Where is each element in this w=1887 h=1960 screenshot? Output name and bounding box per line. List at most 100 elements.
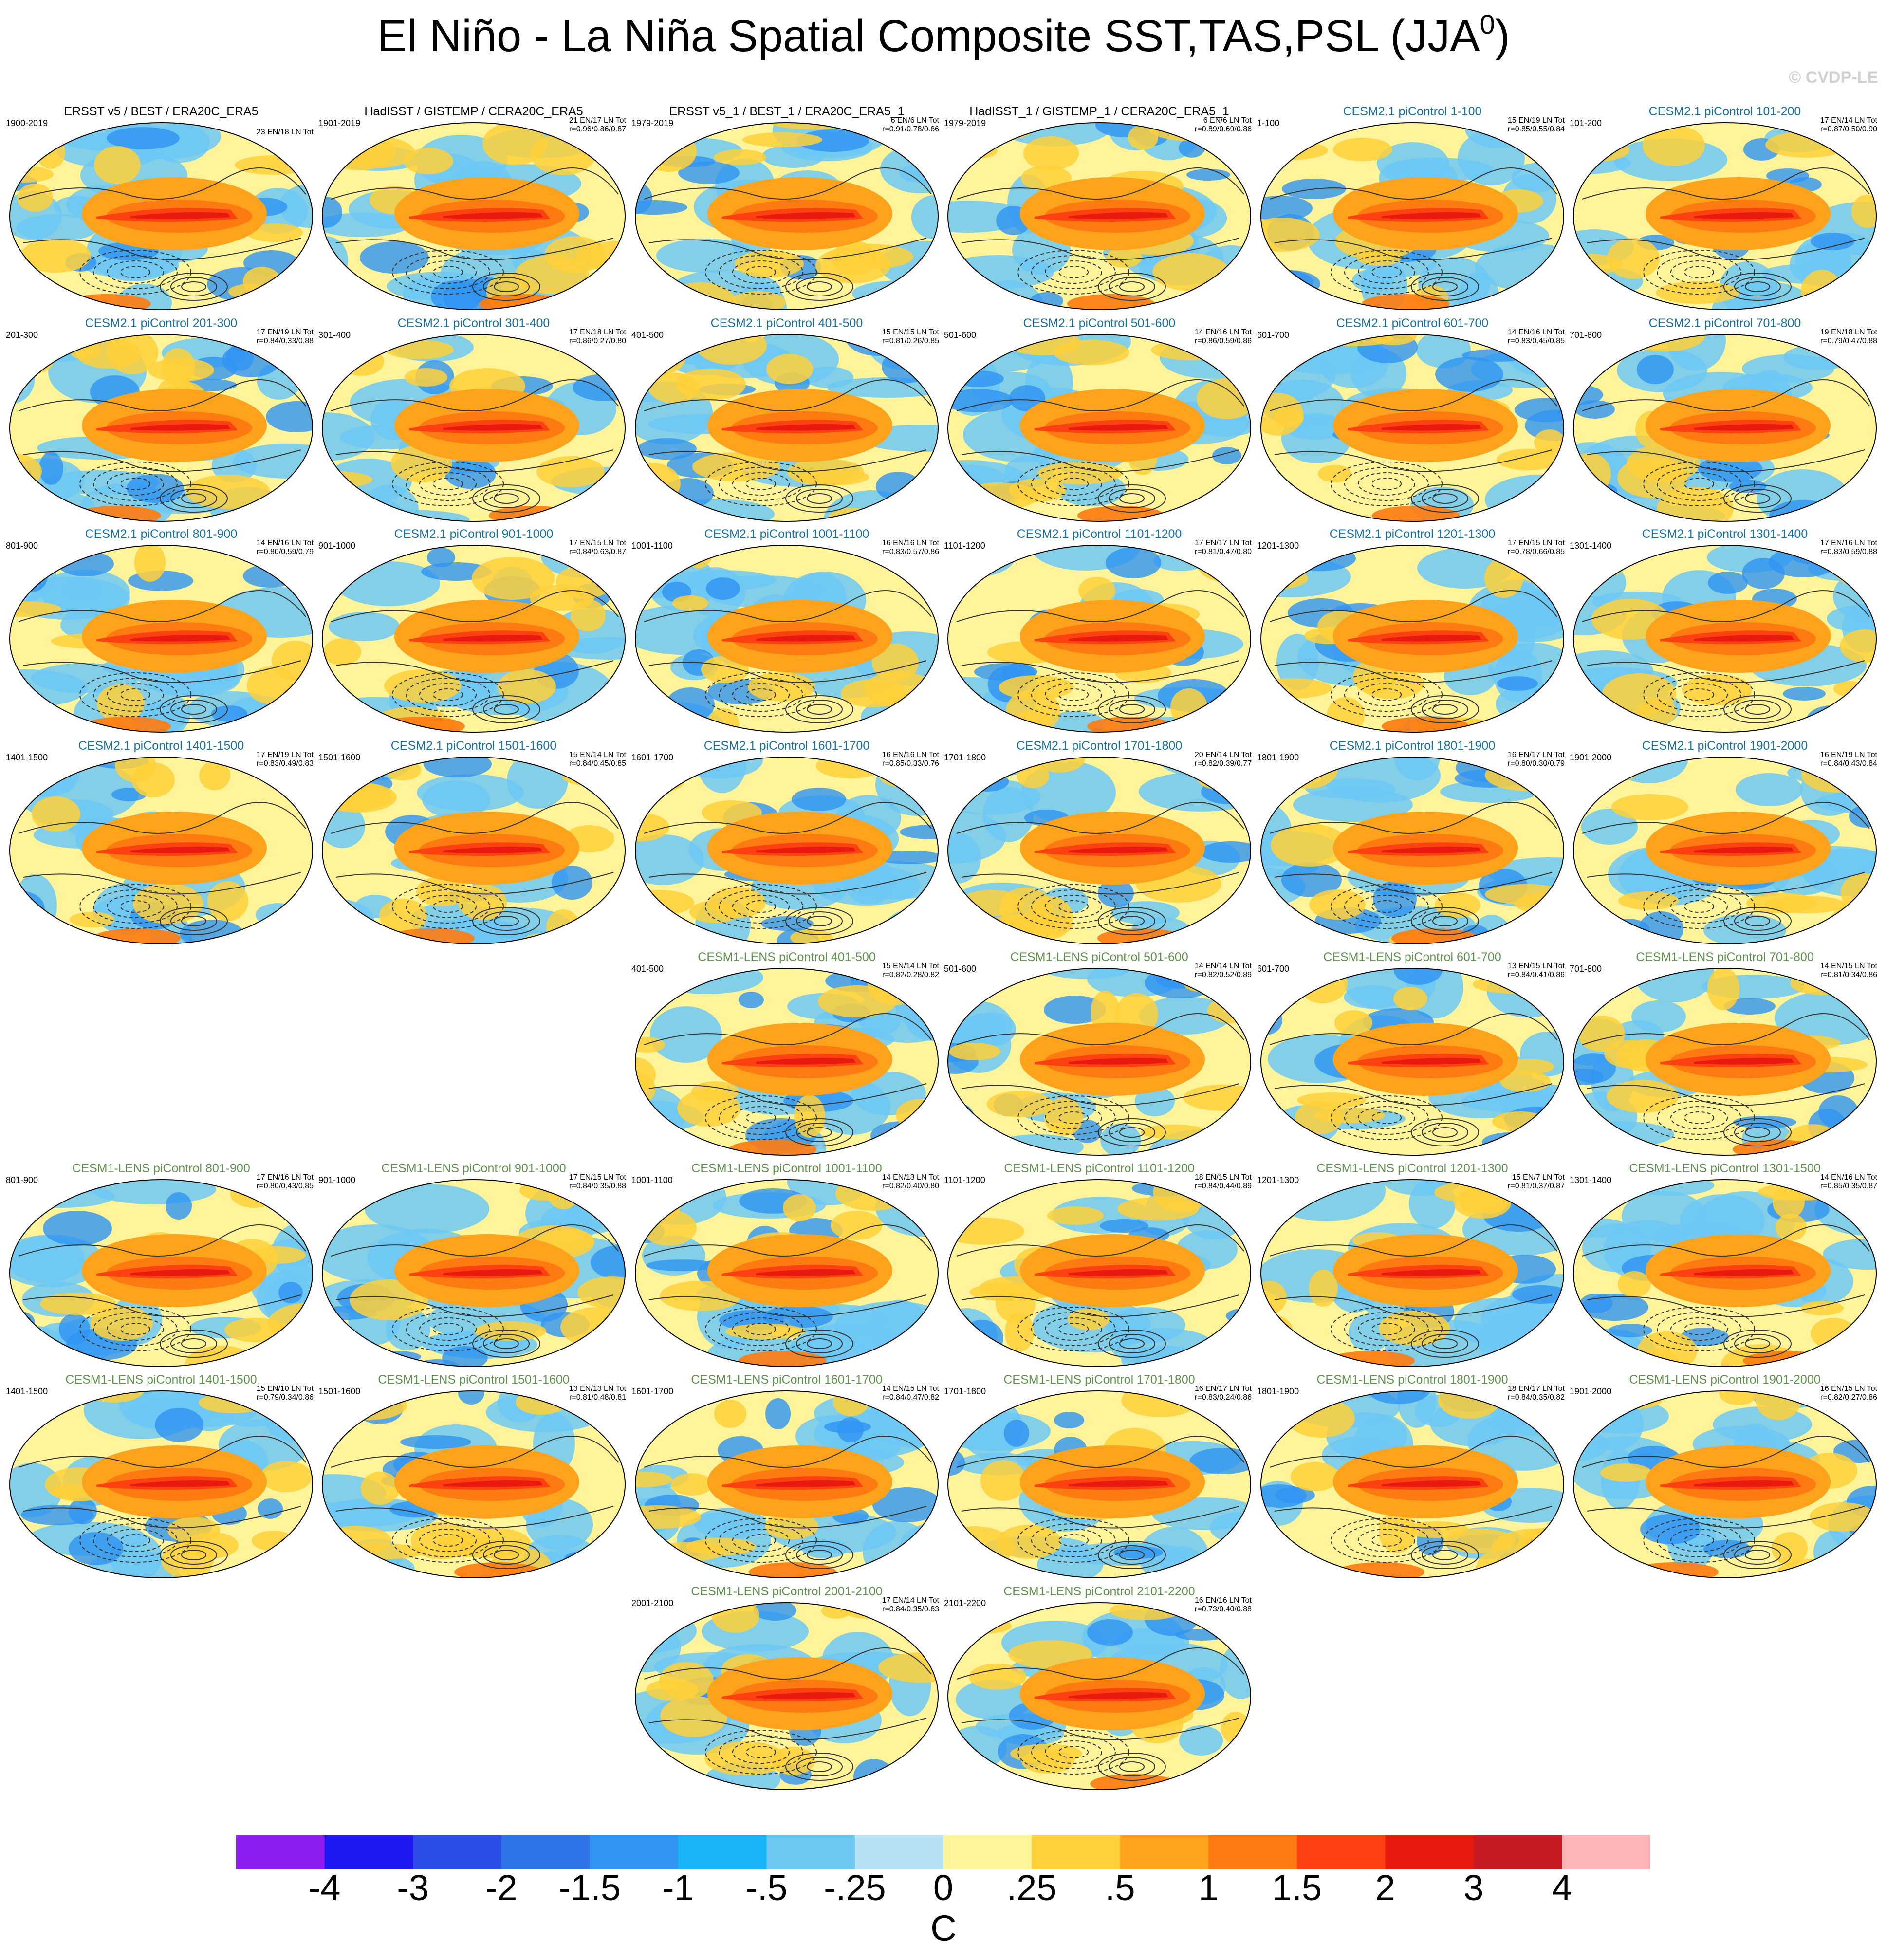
colorbar-bin bbox=[1032, 1835, 1121, 1869]
map-panel: CESM1-LENS piControl 1001-1100 1001-1100 1… bbox=[630, 1162, 943, 1373]
panel-title: CESM1-LENS piControl 2101-2200 bbox=[1003, 1585, 1195, 1598]
panel-title: CESM1-LENS piControl 1101-1200 bbox=[1004, 1162, 1195, 1175]
panel-years: 1501-1600 bbox=[318, 1387, 361, 1396]
panel-title: ERSST v5_1 / BEST_1 / ERA20C_ERA5_1 bbox=[669, 105, 905, 118]
panel-event-count: 15 EN/14 LN Tot bbox=[569, 751, 626, 759]
colorbar-tick-label: -4 bbox=[308, 1868, 341, 1908]
panel-title: CESM1-LENS piControl 1001-1100 bbox=[691, 1162, 882, 1175]
colorbar-bin bbox=[854, 1835, 944, 1869]
panel-event-count: 14 EN/16 LN Tot bbox=[256, 539, 314, 547]
globe-map bbox=[947, 122, 1251, 310]
panel-years: 1979-2019 bbox=[631, 118, 674, 128]
panel-pattern-correlation: r=0.81/0.47/0.80 bbox=[1195, 548, 1252, 556]
colorbar-bin bbox=[590, 1835, 679, 1869]
panel-event-count: 14 EN/16 LN Tot bbox=[1820, 1173, 1877, 1182]
panel-event-count: 17 EN/14 LN Tot bbox=[882, 1596, 939, 1605]
panel-years: 801-900 bbox=[6, 541, 38, 551]
panel-years: 1601-1700 bbox=[631, 1387, 674, 1396]
panel-pattern-correlation: r=0.84/0.45/0.85 bbox=[569, 759, 626, 768]
panel-years: 1301-1400 bbox=[1570, 541, 1612, 551]
panel-years: 2101-2200 bbox=[944, 1598, 986, 1608]
panel-years: 1101-1200 bbox=[944, 541, 985, 551]
globe-map bbox=[1260, 1390, 1564, 1578]
panel-years: 1701-1800 bbox=[944, 753, 986, 762]
globe-map bbox=[9, 334, 313, 522]
globe-map bbox=[635, 1390, 939, 1578]
map-panel: CESM2.1 piControl 801-900 801-900 14 EN/16… bbox=[5, 527, 317, 739]
panel-years: 1501-1600 bbox=[318, 753, 361, 762]
panel-pattern-correlation: r=0.82/0.28/0.82 bbox=[882, 971, 939, 979]
panel-event-count: 17 EN/16 LN Tot bbox=[256, 1173, 314, 1182]
panel-pattern-correlation: r=0.83/0.24/0.86 bbox=[1195, 1393, 1252, 1402]
panel-title: CESM1-LENS piControl 1201-1300 bbox=[1316, 1162, 1508, 1175]
colorbar-bin bbox=[678, 1835, 767, 1869]
panel-event-count: 14 EN/16 LN Tot bbox=[1194, 328, 1252, 336]
panel-pattern-correlation: r=0.81/0.34/0.86 bbox=[1820, 971, 1877, 979]
panel-title: CESM1-LENS piControl 1701-1800 bbox=[1003, 1373, 1195, 1387]
panel-title: CESM1-LENS piControl 2001-2100 bbox=[691, 1585, 883, 1598]
colorbar-tick-label: .5 bbox=[1105, 1868, 1135, 1908]
panel-event-count: 17 EN/15 LN Tot bbox=[1507, 539, 1565, 547]
map-panel: CESM2.1 piControl 1301-1400 1301-1400 17 E… bbox=[1569, 527, 1881, 739]
panel-pattern-correlation: r=0.96/0.86/0.87 bbox=[569, 125, 626, 133]
map-panel: CESM2.1 piControl 301-400 301-400 17 EN/18… bbox=[317, 316, 630, 528]
colorbar-tick-label: 4 bbox=[1552, 1868, 1572, 1908]
panel-pattern-correlation: r=0.83/0.49/0.83 bbox=[257, 759, 314, 768]
panel-pattern-correlation: r=0.91/0.78/0.86 bbox=[882, 125, 939, 133]
map-panel: CESM1-LENS piControl 2001-2100 2001-2100 1… bbox=[630, 1585, 943, 1796]
globe-map bbox=[1260, 334, 1564, 522]
panel-years: 1001-1100 bbox=[631, 1175, 673, 1185]
panel-pattern-correlation: r=0.83/0.45/0.85 bbox=[1508, 337, 1565, 345]
panel-event-count: 21 EN/17 LN Tot bbox=[569, 116, 626, 125]
panel-event-count: 17 EN/18 LN Tot bbox=[569, 328, 626, 336]
panel-event-count: 17 EN/19 LN Tot bbox=[256, 751, 314, 759]
map-panel: CESM1-LENS piControl 901-1000 901-1000 17 … bbox=[317, 1162, 630, 1373]
map-panel: CESM2.1 piControl 1601-1700 1601-1700 16 E… bbox=[630, 739, 943, 951]
panel-years: 501-600 bbox=[944, 330, 977, 340]
globe-map bbox=[322, 1179, 626, 1367]
globe-map bbox=[9, 122, 313, 310]
map-panel: HadISST_1 / GISTEMP_1 / CERA20C_ERA5_1 19… bbox=[943, 105, 1256, 316]
colorbar-bin bbox=[413, 1835, 502, 1869]
globe-map bbox=[322, 334, 626, 522]
panel-title: CESM2.1 piControl 501-600 bbox=[1023, 316, 1176, 330]
globe-map bbox=[635, 1602, 939, 1790]
panel-years: 1701-1800 bbox=[944, 1387, 986, 1396]
panel-pattern-correlation: r=0.84/0.44/0.89 bbox=[1195, 1182, 1252, 1190]
globe-map bbox=[947, 545, 1251, 733]
colorbar-bin bbox=[236, 1835, 325, 1869]
panel-title: CESM2.1 piControl 1101-1200 bbox=[1017, 527, 1182, 541]
panel-title: CESM1-LENS piControl 601-700 bbox=[1323, 950, 1501, 964]
panel-title: HadISST_1 / GISTEMP_1 / CERA20C_ERA5_1 bbox=[969, 105, 1229, 118]
map-panel: ERSST v5 / BEST / ERA20C_ERA5 1900-2019 23… bbox=[5, 105, 317, 316]
panel-title: CESM2.1 piControl 801-900 bbox=[85, 527, 238, 541]
panel-event-count: 17 EN/16 LN Tot bbox=[1820, 539, 1877, 547]
panel-years: 301-400 bbox=[318, 330, 351, 340]
globe-map bbox=[1573, 968, 1877, 1156]
panel-event-count: 14 EN/15 LN Tot bbox=[1820, 962, 1877, 970]
panel-pattern-correlation: r=0.84/0.41/0.86 bbox=[1508, 971, 1565, 979]
panel-event-count: 14 EN/14 LN Tot bbox=[1194, 962, 1252, 970]
globe-map bbox=[1260, 1179, 1564, 1367]
globe-map bbox=[947, 1390, 1251, 1578]
panel-years: 1201-1300 bbox=[1257, 541, 1299, 551]
globe-map bbox=[1260, 545, 1564, 733]
colorbar-bin bbox=[501, 1835, 590, 1869]
panel-years: 1401-1500 bbox=[6, 1387, 48, 1396]
panel-pattern-correlation: r=0.81/0.37/0.87 bbox=[1508, 1182, 1565, 1190]
globe-map bbox=[322, 1390, 626, 1578]
map-panel: CESM1-LENS piControl 1401-1500 1401-1500 1… bbox=[5, 1373, 317, 1585]
panel-pattern-correlation: r=0.89/0.69/0.86 bbox=[1195, 125, 1252, 133]
map-panel: CESM2.1 piControl 1401-1500 1401-1500 17 E… bbox=[5, 739, 317, 951]
map-panel: HadISST / GISTEMP / CERA20C_ERA5 1901-201… bbox=[317, 105, 630, 316]
map-panel: CESM2.1 piControl 1-100 1-100 15 EN/19 LN … bbox=[1256, 105, 1569, 316]
panel-years: 401-500 bbox=[631, 964, 664, 974]
panel-years: 1401-1500 bbox=[6, 753, 48, 762]
panel-event-count: 16 EN/17 LN Tot bbox=[1507, 751, 1565, 759]
globe-map bbox=[635, 968, 939, 1156]
map-panel: CESM2.1 piControl 501-600 501-600 14 EN/16… bbox=[943, 316, 1256, 528]
globe-map bbox=[635, 757, 939, 944]
panel-pattern-correlation: r=0.84/0.35/0.82 bbox=[1508, 1393, 1565, 1402]
colorbar-tick-label: -1 bbox=[662, 1868, 694, 1908]
panel-years: 901-1000 bbox=[318, 1175, 356, 1185]
